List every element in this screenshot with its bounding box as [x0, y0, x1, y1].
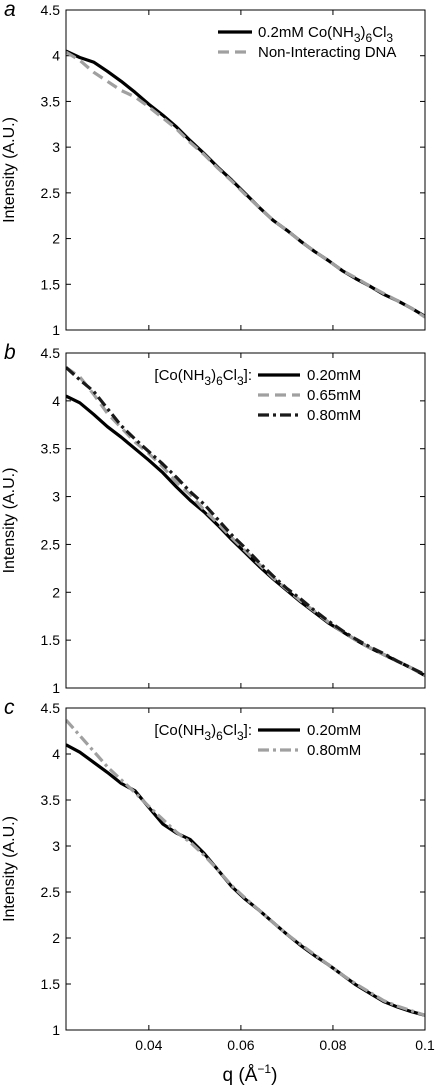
x-tick-label: 0.06 [227, 1037, 254, 1053]
y-tick-label: 3.5 [41, 93, 61, 109]
plot-frame [65, 9, 426, 331]
y-tick-label: 1 [52, 322, 60, 338]
y-tick-label: 2 [52, 231, 60, 247]
legend-header: [Co(NH3)6Cl3]: [154, 367, 252, 388]
series-line-3 [66, 366, 425, 677]
legend-header: [Co(NH3)6Cl3]: [154, 722, 252, 743]
y-tick-label: 3 [52, 838, 60, 854]
y-tick-label: 1.5 [41, 276, 61, 292]
y-tick-label: 3.5 [41, 441, 61, 457]
y-axis-label: Intensity (A.U.) [1, 816, 18, 922]
y-tick-label: 3 [52, 489, 60, 505]
y-tick-label: 2.5 [41, 884, 61, 900]
legend-label-2: 0.65mM [307, 387, 361, 404]
legend-label-3: 0.80mM [307, 407, 361, 424]
y-tick-label: 4.5 [41, 700, 61, 716]
y-tick-label: 4.5 [41, 2, 61, 18]
series-line-1 [66, 394, 425, 677]
y-axis-label: Intensity (A.U.) [1, 468, 18, 574]
legend-label-1: 0.20mM [307, 722, 361, 739]
y-tick-label: 4.5 [41, 345, 61, 361]
y-tick-label: 2 [52, 584, 60, 600]
y-tick-label: 4 [52, 48, 60, 64]
y-tick-label: 3 [52, 139, 60, 155]
series-line-2 [66, 50, 425, 319]
panel-b: b Intensity (A.U.) 1 1.5 2 2.5 3 3.5 4 4.5 [Co(NH3… [1, 341, 426, 696]
y-tick-label: 1.5 [41, 976, 61, 992]
x-axis-label: q (Å−1) [223, 1062, 278, 1086]
y-tick-label: 1 [52, 680, 60, 696]
y-axis-label: Intensity (A.U.) [1, 117, 18, 223]
panel-c: c Intensity (A.U.) 1 1.5 2 2.5 3 3.5 4 4.5 0.04 0.0… [1, 696, 435, 1053]
x-tick-label: 0.08 [319, 1037, 346, 1053]
legend-label-2: Non-Interacting DNA [258, 44, 396, 61]
y-tick-label: 1.5 [41, 632, 61, 648]
y-tick-label: 2.5 [41, 185, 61, 201]
legend-label-1: 0.2mM Co(NH3)6Cl3 [258, 24, 393, 45]
y-tick-label: 4 [52, 746, 60, 762]
x-tick-label: 0.1 [415, 1037, 435, 1053]
legend: [Co(NH3)6Cl3]: 0.20mM 0.65mM 0.80mM [154, 367, 361, 424]
y-tick-label: 3.5 [41, 792, 61, 808]
series-line-1 [66, 49, 425, 318]
panel-letter: a [4, 0, 16, 21]
y-tick-label: 2 [52, 930, 60, 946]
panel-a: a Intensity (A.U.) 1 1.5 2 2.5 3 3.5 4 4.5 0.2mM C… [1, 0, 426, 338]
y-tick-label: 1 [52, 1022, 60, 1038]
plot-frame [65, 352, 426, 689]
series-line-2 [66, 718, 425, 1017]
x-tick-label: 0.04 [135, 1037, 162, 1053]
series-line-2 [66, 366, 425, 677]
legend: [Co(NH3)6Cl3]: 0.20mM 0.80mM [154, 722, 361, 759]
series-line-1 [66, 743, 425, 1017]
plot-frame [65, 707, 426, 1031]
y-tick-label: 4 [52, 393, 60, 409]
y-tick-label: 2.5 [41, 536, 61, 552]
legend-label-2: 0.80mM [307, 742, 361, 759]
panel-letter: b [4, 341, 16, 364]
panel-letter: c [4, 696, 15, 719]
legend-label-1: 0.20mM [307, 367, 361, 384]
